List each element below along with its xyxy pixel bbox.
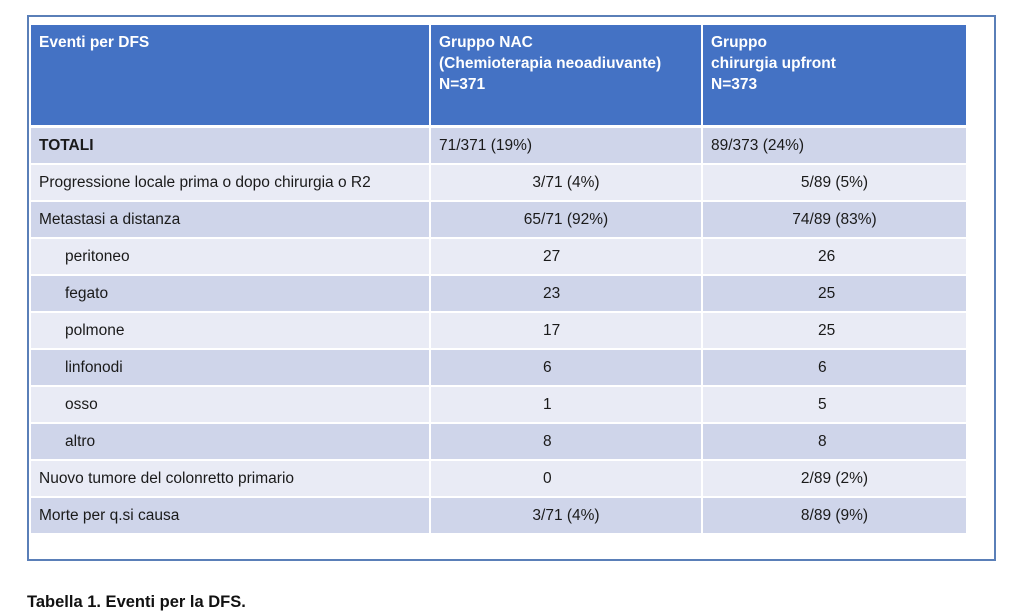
- cell-upfront: 8: [701, 424, 966, 461]
- cell-upfront: 5: [701, 387, 966, 424]
- row-label: Nuovo tumore del colonretto primario: [31, 461, 429, 498]
- cell-upfront: 74/89 (83%): [701, 202, 966, 239]
- cell-nac: 8: [429, 424, 701, 461]
- table-row: altro 8 8: [31, 424, 966, 461]
- table-caption: Tabella 1. Eventi per la DFS.: [27, 593, 246, 611]
- cell-upfront: 5/89 (5%): [701, 165, 966, 202]
- header-upfront-line-1: Gruppo: [711, 34, 767, 51]
- header-events-line: Eventi per DFS: [39, 34, 150, 51]
- row-label: linfonodi: [31, 350, 429, 387]
- header-nac-line-1: Gruppo NAC: [439, 34, 533, 51]
- row-label: osso: [31, 387, 429, 424]
- cell-upfront: 26: [701, 239, 966, 276]
- cell-upfront: 89/373 (24%): [701, 128, 966, 165]
- cell-upfront: 8/89 (9%): [701, 498, 966, 535]
- cell-nac: 71/371 (19%): [429, 128, 701, 165]
- dfs-events-table: Eventi per DFS Gruppo NAC (Chemioterapia…: [31, 25, 966, 535]
- cell-nac: 1: [429, 387, 701, 424]
- cell-nac: 6: [429, 350, 701, 387]
- header-nac-group: Gruppo NAC (Chemioterapia neoadiuvante) …: [429, 25, 701, 128]
- cell-nac: 65/71 (92%): [429, 202, 701, 239]
- row-label: altro: [31, 424, 429, 461]
- table-row: peritoneo 27 26: [31, 239, 966, 276]
- row-label: Metastasi a distanza: [31, 202, 429, 239]
- header-nac-line-2: (Chemioterapia neoadiuvante): [439, 55, 662, 72]
- table-row: osso 1 5: [31, 387, 966, 424]
- table-header-row: Eventi per DFS Gruppo NAC (Chemioterapia…: [31, 25, 966, 128]
- header-events: Eventi per DFS: [31, 25, 429, 128]
- cell-upfront: 2/89 (2%): [701, 461, 966, 498]
- table-row: Metastasi a distanza 65/71 (92%) 74/89 (…: [31, 202, 966, 239]
- row-label: Morte per q.si causa: [31, 498, 429, 535]
- cell-nac: 17: [429, 313, 701, 350]
- cell-nac: 27: [429, 239, 701, 276]
- row-label: fegato: [31, 276, 429, 313]
- header-upfront-line-3: N=373: [711, 76, 758, 93]
- cell-nac: 0: [429, 461, 701, 498]
- header-upfront-line-2: chirurgia upfront: [711, 55, 836, 72]
- table-row: Nuovo tumore del colonretto primario 0 2…: [31, 461, 966, 498]
- table-row: Progressione locale prima o dopo chirurg…: [31, 165, 966, 202]
- table-row: TOTALI 71/371 (19%) 89/373 (24%): [31, 128, 966, 165]
- table-row: fegato 23 25: [31, 276, 966, 313]
- cell-nac: 23: [429, 276, 701, 313]
- table-row: polmone 17 25: [31, 313, 966, 350]
- row-label: TOTALI: [31, 128, 429, 165]
- header-nac-line-3: N=371: [439, 76, 486, 93]
- row-label: peritoneo: [31, 239, 429, 276]
- header-upfront-group: Gruppo chirurgia upfront N=373: [701, 25, 966, 128]
- cell-upfront: 25: [701, 313, 966, 350]
- cell-upfront: 6: [701, 350, 966, 387]
- row-label: Progressione locale prima o dopo chirurg…: [31, 165, 429, 202]
- row-label: polmone: [31, 313, 429, 350]
- cell-nac: 3/71 (4%): [429, 498, 701, 535]
- cell-upfront: 25: [701, 276, 966, 313]
- table-row: Morte per q.si causa 3/71 (4%) 8/89 (9%): [31, 498, 966, 535]
- cell-nac: 3/71 (4%): [429, 165, 701, 202]
- table-row: linfonodi 6 6: [31, 350, 966, 387]
